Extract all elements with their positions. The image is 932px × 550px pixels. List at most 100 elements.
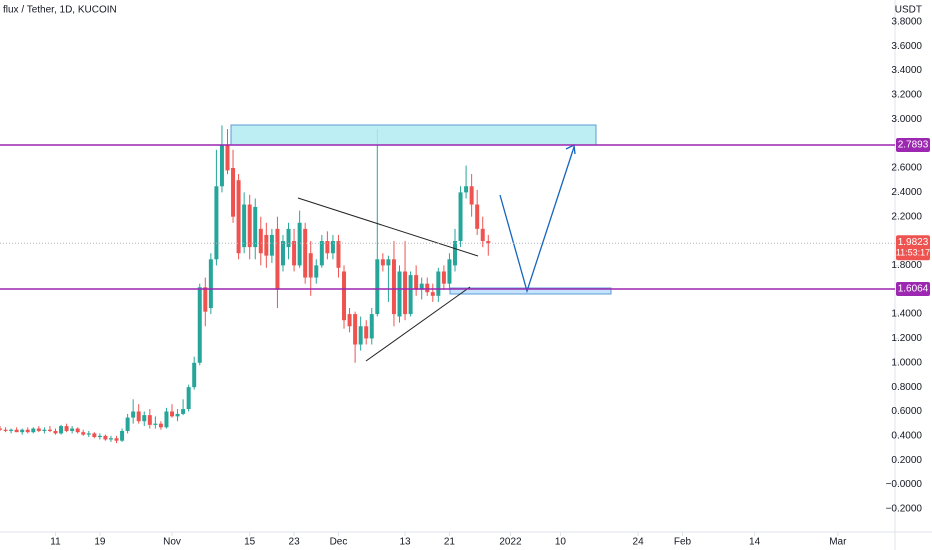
x-tick-label: Dec [330,537,348,548]
candle-body [364,326,369,339]
last-price-label: 1.9823 [898,237,929,248]
candle-body [108,438,113,440]
candle-body [475,204,480,229]
candle-body [336,241,341,268]
y-tick-label: 3.0000 [891,114,922,125]
candle-body [353,314,358,345]
candle-body [264,234,269,256]
candle-body [403,271,408,315]
candle-body [319,241,324,266]
candle-body [458,192,463,242]
candle-body [258,228,263,254]
candle-body [275,228,280,290]
candle-body [3,429,8,431]
trend-line [365,286,471,362]
candle-body [31,428,36,433]
x-tick-label: 2022 [499,537,522,548]
candle-body [81,432,86,435]
x-tick-label: 11 [50,537,61,548]
candle-body [425,283,430,293]
x-tick-label: 14 [749,537,761,548]
candle-body [347,314,352,327]
candle-body [436,271,441,296]
candle-body [120,430,125,441]
candle-body [286,228,291,248]
x-tick-label: 10 [555,537,567,548]
y-tick-label: 0.6000 [891,406,922,417]
candle-body [197,287,202,363]
candle-body [330,241,335,254]
candle-body [253,206,258,248]
candle-body [164,411,169,428]
y-tick-label: 1.8000 [891,260,922,271]
x-tick-label: Feb [674,537,692,548]
candle-body [142,415,147,422]
y-tick-label: 3.2000 [891,90,922,101]
candle-body [408,275,413,315]
candle-body [75,428,80,433]
candle-body [114,438,119,441]
candle-body [36,428,41,431]
candle-body [369,314,374,339]
candle-body [441,271,446,284]
candle-body [64,426,69,431]
candle-body [225,144,230,171]
x-tick-label: 23 [289,537,301,548]
level-tag [896,137,930,152]
candle-body [486,241,491,244]
candle-body [0,428,2,430]
y-tick-label: 2.4000 [891,187,922,198]
x-tick-label: 15 [244,537,256,548]
candle-body [47,429,52,431]
candle-body [153,423,158,425]
y-tick-label: 3.4000 [891,65,922,76]
y-tick-label: −0.2000 [886,504,923,515]
candle-body [231,168,236,217]
candle-body [358,326,363,345]
y-tick-label: 2.6000 [891,163,922,174]
candle-body [242,204,247,248]
candle-body [452,241,457,266]
candle-body [131,411,136,418]
candle-body [397,271,402,317]
level-tag [896,281,930,296]
candle-body [59,426,64,434]
projection-arrow [499,146,575,294]
y-tick-label: 3.8000 [891,17,922,28]
y-tick-label: 1.4000 [891,309,922,320]
candle-body [214,186,219,260]
resistance-zone [230,124,597,146]
candle-body [181,409,186,414]
candle-body [314,265,319,278]
candle-body [292,241,297,266]
y-tick-label: 2.2000 [891,211,922,222]
y-tick-label: 3.6000 [891,41,922,52]
level-label: 1.6064 [898,284,929,295]
candle-body [97,435,102,438]
candle-body [236,180,241,254]
candle-body [86,433,91,435]
candle-body [414,275,419,290]
candle-body [14,429,19,433]
level-label: 2.7893 [898,140,929,151]
candle-body [175,413,180,417]
y-tick-label: 0.4000 [891,430,922,441]
candle-body [469,186,474,205]
candle-body [386,259,391,266]
candle-body [158,423,163,428]
candle-body [147,415,152,425]
candle-body [136,411,141,422]
candle-body [125,417,130,431]
candle-body [430,292,435,296]
candle-body [375,259,380,315]
candle-body [269,234,274,256]
candle-body [203,287,208,312]
candle-body [464,186,469,193]
candle-body [192,362,197,388]
candle-body [419,283,424,290]
x-tick-label: 24 [633,537,645,548]
candle-body [186,387,191,410]
x-tick-label: 19 [94,537,106,548]
